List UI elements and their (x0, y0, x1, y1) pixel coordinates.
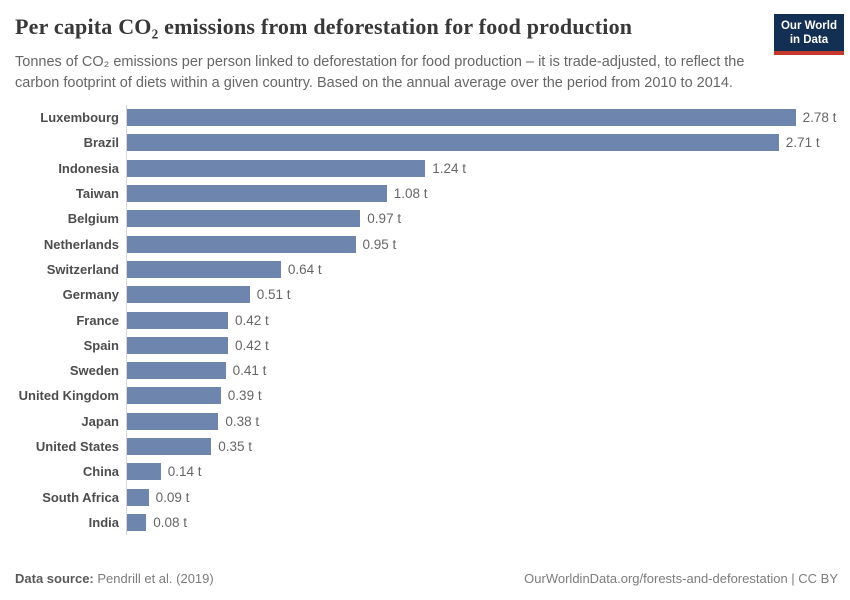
bar-track: 0.95 t (126, 231, 838, 257)
bar[interactable] (127, 513, 147, 531)
category-label: Taiwan (75, 186, 119, 202)
bar-row: Taiwan 1.08 t (15, 180, 838, 207)
bar-track: 0.09 t (126, 484, 838, 510)
owid-logo-line1: Our World (780, 20, 837, 32)
bar-track: 1.08 t (126, 180, 838, 207)
category-label: Spain (83, 337, 119, 353)
bar-track: 0.64 t (126, 256, 838, 283)
bar[interactable] (127, 488, 149, 506)
chart-title: Per capita CO₂ emissions from deforestat… (15, 14, 633, 39)
value-label: 0.95 t (362, 236, 397, 252)
bar-row: United Kingdom 0.39 t (15, 383, 838, 409)
category-label: Japan (81, 413, 119, 429)
bar[interactable] (127, 210, 361, 228)
bar[interactable] (127, 109, 796, 127)
category-label: Belgium (67, 211, 119, 227)
category-label: Luxembourg (40, 110, 119, 126)
datasource-label: Data source: (15, 571, 94, 586)
category-label: Brazil (83, 135, 119, 151)
bar[interactable] (127, 438, 212, 455)
bar-track: 0.35 t (126, 433, 838, 460)
value-label: 2.78 t (802, 110, 837, 126)
bar-track: 0.41 t (126, 357, 838, 384)
bar[interactable] (127, 286, 250, 304)
bar-row: Luxembourg 2.78 t (15, 105, 838, 131)
bar[interactable] (127, 235, 356, 253)
bar-track: 0.97 t (126, 206, 838, 232)
bar[interactable] (127, 463, 161, 481)
bar-row: Spain 0.42 t (15, 332, 838, 358)
bar-row: South Africa 0.09 t (15, 484, 838, 510)
bar-chart: Luxembourg 2.78 t Brazil 2.71 t Indonesia 1.2… (15, 105, 838, 536)
value-label: 0.42 t (235, 312, 269, 328)
bar-track: 2.71 t (126, 130, 838, 156)
value-label: 0.64 t (287, 261, 322, 277)
bar[interactable] (127, 387, 221, 405)
bar-row: France 0.42 t (15, 307, 838, 333)
value-label: 1.24 t (432, 160, 466, 176)
datasource-value: Pendrill et al. (2019) (97, 571, 214, 586)
category-label: Switzerland (46, 261, 119, 277)
bar-row: Netherlands 0.95 t (15, 231, 838, 257)
bar-track: 0.14 t (126, 459, 838, 485)
bar-row: Japan 0.38 t (15, 408, 838, 434)
category-label: China (82, 464, 119, 480)
bar-row: Brazil 2.71 t (15, 130, 838, 156)
bar-row: Belgium 0.97 t (15, 206, 838, 232)
bar[interactable] (127, 412, 219, 430)
bar-row: Switzerland 0.64 t (15, 256, 838, 283)
bar-row: India 0.08 t (15, 509, 838, 536)
category-label: United States (35, 439, 119, 454)
bar-row: Sweden 0.41 t (15, 357, 838, 384)
owid-logo[interactable]: Our World in Data (773, 14, 844, 55)
category-label: France (76, 312, 119, 328)
footer: Data source: Pendrill et al. (2019) OurW… (15, 571, 838, 586)
bar-track: 0.51 t (126, 282, 838, 308)
bar-row: Indonesia 1.24 t (15, 155, 838, 181)
bar-track: 0.42 t (126, 332, 838, 358)
bar-track: 0.08 t (126, 509, 838, 536)
value-label: 0.35 t (218, 439, 252, 454)
category-label: United Kingdom (18, 388, 119, 404)
category-label: South Africa (42, 489, 119, 505)
bar[interactable] (127, 362, 226, 380)
footer-credit[interactable]: OurWorldinData.org/forests-and-deforesta… (524, 571, 838, 586)
value-label: 0.14 t (167, 464, 202, 480)
bar-rows: Luxembourg 2.78 t Brazil 2.71 t Indonesia 1.2… (15, 105, 838, 536)
category-label: Sweden (69, 363, 119, 379)
category-label: Netherlands (43, 236, 119, 252)
value-label: 0.38 t (225, 413, 260, 429)
bar-row: China 0.14 t (15, 459, 838, 485)
bar-track: 0.39 t (126, 383, 838, 409)
bar[interactable] (127, 311, 228, 329)
bar[interactable] (127, 134, 779, 152)
bar[interactable] (127, 185, 387, 203)
category-label: Germany (62, 287, 119, 303)
value-label: 0.97 t (367, 211, 402, 227)
bar-track: 2.78 t (126, 105, 838, 131)
owid-logo-line2: in Data (789, 34, 829, 46)
bar-track: 1.24 t (126, 155, 838, 181)
footer-datasource: Data source: Pendrill et al. (2019) (15, 571, 214, 586)
bar-row: United States 0.35 t (15, 433, 838, 460)
value-label: 0.39 t (227, 388, 262, 404)
value-label: 0.41 t (232, 363, 267, 379)
category-label: Indonesia (58, 160, 119, 176)
value-label: 2.71 t (785, 135, 820, 151)
bar-row: Germany 0.51 t (15, 282, 838, 308)
value-label: 1.08 t (393, 186, 428, 202)
chart-subtitle: Tonnes of CO₂ emissions per person linke… (15, 54, 745, 91)
value-label: 0.42 t (235, 337, 269, 353)
bar[interactable] (127, 336, 228, 354)
bar[interactable] (127, 260, 281, 278)
category-label: India (88, 514, 119, 530)
value-label: 0.09 t (155, 489, 190, 505)
bar[interactable] (127, 159, 426, 177)
value-label: 0.08 t (153, 514, 187, 530)
value-label: 0.51 t (256, 287, 291, 303)
bar-track: 0.38 t (126, 408, 838, 434)
bar-track: 0.42 t (126, 307, 838, 333)
